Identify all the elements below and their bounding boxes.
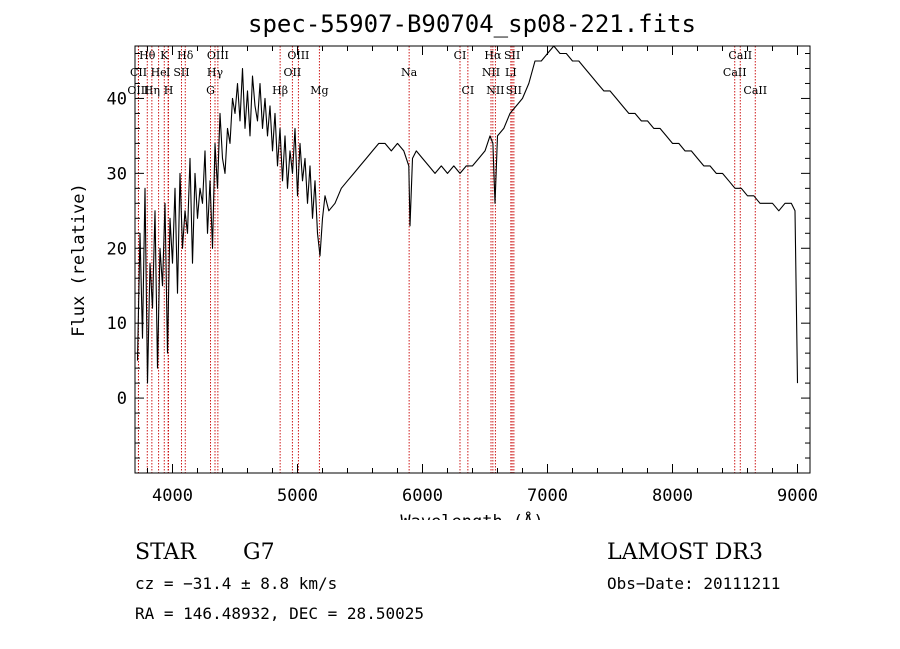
spectral-line-label: SII — [504, 49, 520, 62]
x-tick-label: 4000 — [152, 486, 193, 506]
spectral-line-label: SII — [173, 66, 189, 79]
spectral-line-label: Hα — [484, 49, 502, 62]
spectral-line-label: CaII — [743, 84, 767, 97]
x-axis: 4000 5000 6000 7000 8000 9000 — [147, 46, 818, 506]
x-axis-label: Wavelength (Å) — [400, 510, 543, 520]
spectral-line-label: CaII — [728, 49, 752, 62]
spectral-line-label: Hη — [144, 84, 160, 97]
spectral-line-label: I — [166, 66, 170, 79]
y-tick-label: 20 — [107, 239, 127, 259]
spectral-line-label: Na — [401, 66, 418, 79]
x-tick-label: 6000 — [402, 486, 443, 506]
spectral-line-label: Hβ — [272, 84, 288, 97]
spectral-line-label: NII — [482, 66, 500, 79]
spectral-line-label: Hθ — [139, 49, 156, 62]
spectral-line-label: Hδ — [177, 49, 194, 62]
spectrum-plot: spec-55907-B90704_sp08-221.fits Hθ K Hδ OII… — [69, 10, 818, 520]
y-tick-label: 40 — [107, 89, 127, 109]
x-tick-label: 5000 — [277, 486, 318, 506]
x-tick-label: 9000 — [777, 486, 818, 506]
spectral-line-label: K — [160, 49, 169, 62]
y-axis-label: Flux (relative) — [69, 183, 89, 337]
coordinates: RA = 146.48932, DEC = 28.50025 — [135, 604, 424, 623]
spectral-line-label: CaII — [723, 66, 747, 79]
spectrum-chart: spec-55907-B90704_sp08-221.fits Hθ K Hδ OII… — [69, 10, 818, 520]
object-class: STAR — [135, 540, 196, 565]
spectral-line-label: G — [206, 84, 215, 97]
plot-frame — [134, 45, 811, 474]
spectral-line-label: LI — [505, 66, 517, 79]
spectral-line-label: SII — [506, 84, 522, 97]
object-subclass: G7 — [243, 540, 275, 565]
survey-name: LAMOST DR3 — [607, 540, 763, 565]
spectral-line-label: CI — [461, 84, 474, 97]
observation-date: Obs−Date: 20111211 — [607, 574, 781, 593]
y-tick-label: 30 — [107, 164, 127, 184]
spectral-line-markers — [137, 46, 756, 473]
y-axis: 0 10 20 30 40 — [107, 52, 810, 459]
spectral-line-label: Mg — [310, 84, 328, 97]
spectral-line-label: OIII — [287, 49, 309, 62]
spectral-line-label: OIII — [127, 84, 149, 97]
x-tick-label: 8000 — [652, 486, 693, 506]
redshift-cz: cz = −31.4 ± 8.8 km/s — [135, 574, 338, 593]
spectral-line-label: OIII — [207, 49, 229, 62]
spectrum-line — [136, 45, 799, 384]
spectral-line-label: NII — [486, 84, 504, 97]
y-tick-label: 10 — [107, 314, 127, 334]
spectral-line-label: Hγ — [207, 66, 224, 79]
spectral-line-label: H — [164, 84, 174, 97]
spectral-line-label: CII — [130, 66, 147, 79]
spectral-line-label: He — [151, 66, 167, 79]
y-tick-label: 0 — [117, 389, 127, 409]
spectral-line-label: CI — [454, 49, 467, 62]
x-tick-label: 7000 — [527, 486, 568, 506]
chart-title: spec-55907-B90704_sp08-221.fits — [248, 10, 696, 38]
spectrum-series — [136, 45, 799, 384]
spectral-line-label: OII — [284, 66, 302, 79]
